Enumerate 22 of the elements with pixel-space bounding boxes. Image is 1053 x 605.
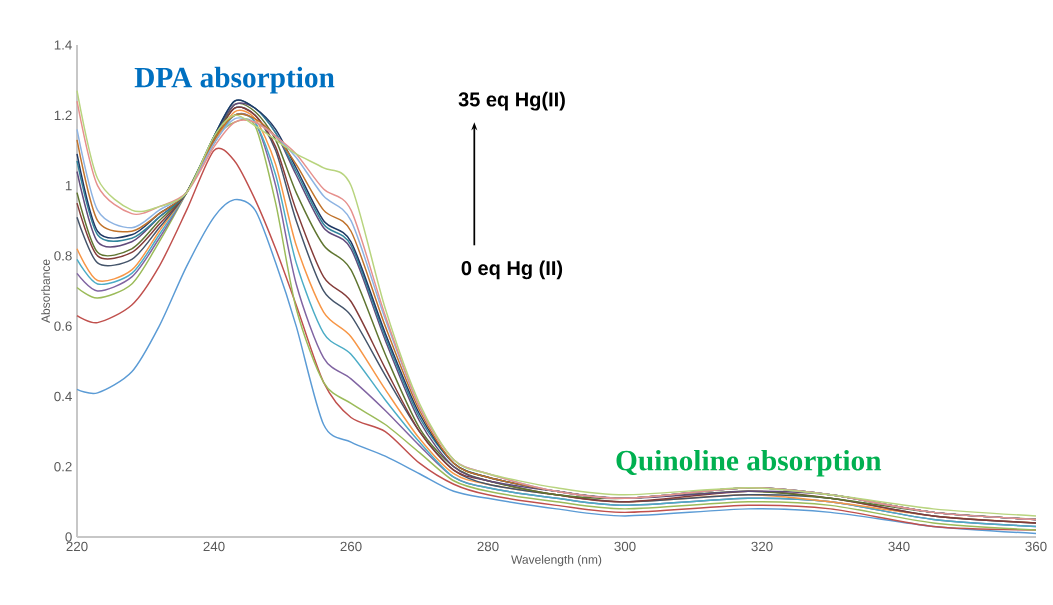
x-axis-title: Wavelength (nm) xyxy=(511,554,602,567)
y-tick-label: 1.2 xyxy=(54,110,72,120)
annotation: 35 eq Hg(II) xyxy=(458,91,565,111)
x-tick-label: 320 xyxy=(751,541,773,552)
y-axis-title: Absorbance xyxy=(41,259,50,323)
annotation: Quinoline absorption xyxy=(616,449,882,477)
x-tick-label: 300 xyxy=(614,541,636,552)
annotation: 0 eq Hg (II) xyxy=(461,260,563,280)
annotation: DPA absorption xyxy=(134,66,335,94)
y-tick-label: 0.2 xyxy=(54,461,72,472)
y-tick-label: 0 xyxy=(65,532,72,542)
y-tick-label: 0.8 xyxy=(54,251,72,261)
y-tick-label: 0.6 xyxy=(54,321,72,331)
x-tick-label: 360 xyxy=(1025,541,1047,552)
x-tick-label: 220 xyxy=(66,541,88,552)
x-tick-label: 260 xyxy=(340,541,362,552)
x-tick-label: 280 xyxy=(477,541,499,552)
y-tick-label: 1 xyxy=(65,180,72,191)
x-tick-label: 240 xyxy=(203,541,225,552)
x-tick-label: 340 xyxy=(888,541,910,552)
y-tick-label: 1.4 xyxy=(54,40,72,50)
y-tick-label: 0.4 xyxy=(54,391,72,402)
